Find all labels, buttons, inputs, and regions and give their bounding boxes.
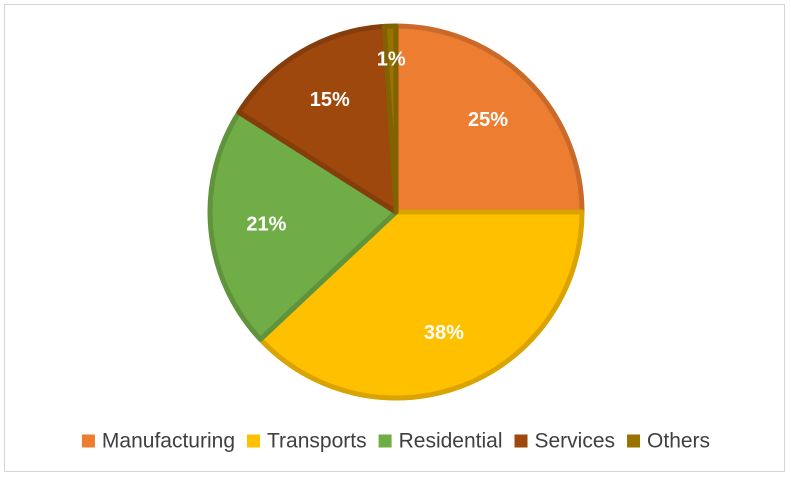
data-label-transports: 38% [424,322,464,344]
pie-slice-residential [207,109,399,342]
legend-label-manufacturing: Manufacturing [102,430,235,453]
legend-item-others: Others [627,430,710,453]
data-label-others: 1% [377,49,406,71]
legend-label-services: Services [535,430,616,453]
data-label-residential: 21% [246,213,286,235]
pie-slice-others [381,23,399,215]
data-label-services: 15% [310,89,350,111]
legend-swatch-transports [247,434,261,448]
legend-item-transports: Transports [247,430,367,453]
legend-swatch-others [627,434,641,448]
pie-slices [207,23,585,401]
pie-slice-transports [257,209,585,401]
pie-slice-manufacturing [393,23,585,215]
legend-label-transports: Transports [267,430,367,453]
pie-slice-services [236,23,399,215]
legend-swatch-manufacturing [81,434,95,448]
pie-data-labels: 25% 38% 21% 15% 1% [246,49,508,345]
legend-label-residential: Residential [399,430,503,453]
chart-legend: Manufacturing Transports Residential Servic… [81,430,710,453]
legend-item-manufacturing: Manufacturing [81,430,235,453]
legend-swatch-services [514,434,528,448]
legend-item-services: Services [514,430,616,453]
legend-item-residential: Residential [378,430,503,453]
legend-swatch-residential [378,434,392,448]
data-label-manufacturing: 25% [468,109,508,131]
legend-label-others: Others [647,430,710,453]
